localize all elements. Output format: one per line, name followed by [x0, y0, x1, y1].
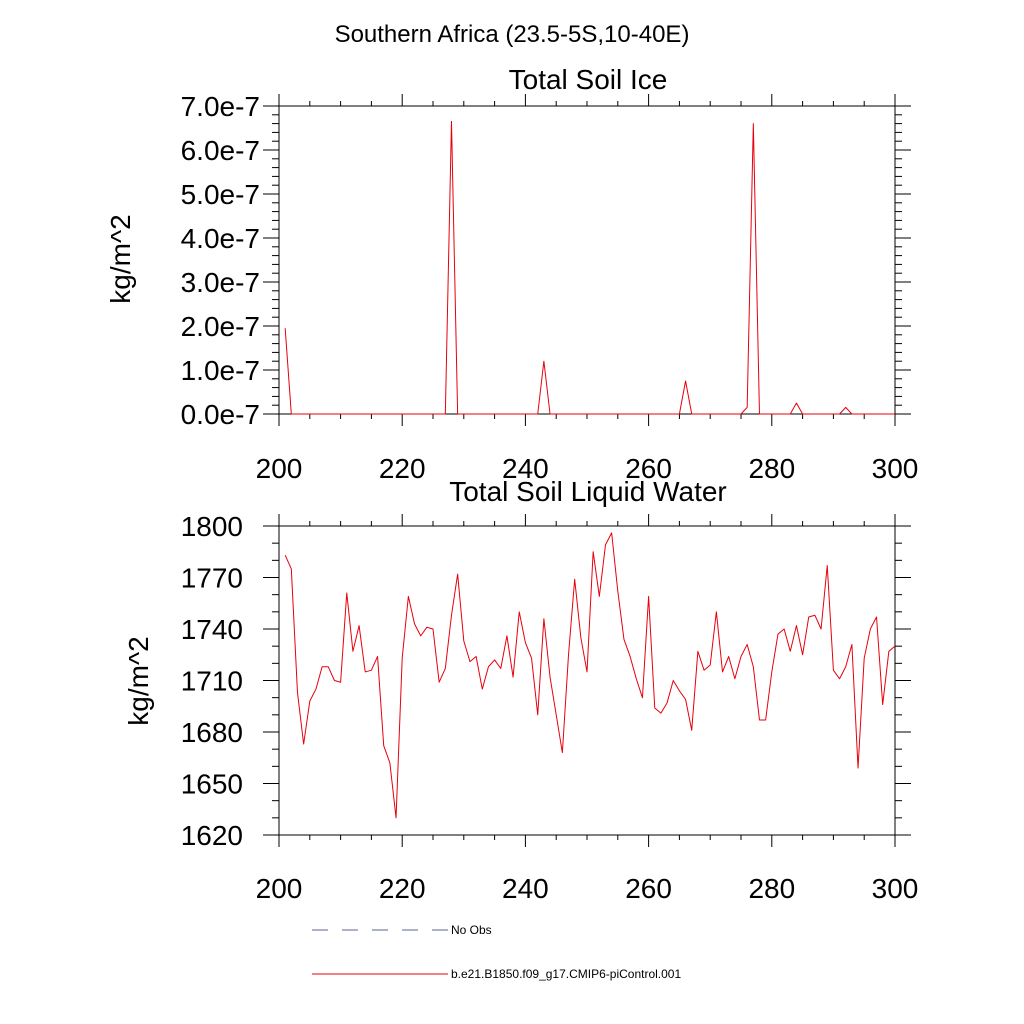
y-tick-label: 3.0e-7	[181, 267, 260, 298]
x-tick-label: 280	[748, 453, 795, 484]
x-tick-label: 300	[872, 873, 919, 904]
y-tick-label: 1620	[181, 820, 243, 851]
series-layer	[284, 532, 896, 819]
minor-ticks	[272, 521, 902, 840]
y-axis-label: kg/m^2	[123, 636, 154, 725]
x-tick-label: 200	[256, 873, 303, 904]
y-tick-label: 1800	[181, 511, 243, 542]
y-tick-label: 2.0e-7	[181, 311, 260, 342]
x-tick-label: 200	[256, 453, 303, 484]
x-tick-label: 260	[625, 453, 672, 484]
y-tick-label: 0.0e-7	[181, 399, 260, 430]
legend: No Obs b.e21.B1850.f09_g17.CMIP6-piContr…	[312, 923, 681, 981]
y-tick-label: 7.0e-7	[181, 91, 260, 122]
y-tick-label: 1650	[181, 769, 243, 800]
y-tick-label: 5.0e-7	[181, 179, 260, 210]
y-tick-label: 6.0e-7	[181, 135, 260, 166]
y-tick-label: 1680	[181, 717, 243, 748]
y-tick-label: 1.0e-7	[181, 355, 260, 386]
chart-title: Total Soil Ice	[509, 64, 668, 95]
x-tick-label: 240	[502, 873, 549, 904]
minor-ticks	[272, 101, 902, 419]
tick-labels: 200 220 240 260 280 300 0.0e-7 1.0e-7 2.0e-7 3.0e…	[181, 91, 919, 484]
legend-label-no-obs: No Obs	[451, 923, 492, 937]
y-tick-label: 1710	[181, 666, 243, 697]
x-tick-label: 220	[379, 453, 426, 484]
figure-title: Southern Africa (23.5-5S,10-40E)	[335, 21, 690, 48]
tick-labels: 200 220 240 260 280 300 1620 1650 1680 1710 1740 17…	[181, 511, 919, 904]
chart-title: Total Soil Liquid Water	[449, 476, 727, 507]
series-layer	[284, 120, 895, 415]
y-tick-label: 4.0e-7	[181, 223, 260, 254]
x-tick-label: 300	[872, 453, 919, 484]
y-tick-label: 1770	[181, 563, 243, 594]
x-tick-label: 240	[502, 453, 549, 484]
series-line	[284, 532, 896, 819]
plot-frame	[278, 525, 896, 836]
chart-panel-total-soil-liquid-water: Total Soil Liquid Water kg/m^2 200 220 240…	[123, 476, 918, 904]
major-ticks	[263, 514, 911, 847]
y-tick-label: 1740	[181, 614, 243, 645]
chart-panel-total-soil-ice: Total Soil Ice kg/m^2 200 220 240 260 280 300…	[105, 64, 918, 484]
y-axis-label: kg/m^2	[105, 214, 136, 303]
x-tick-label: 280	[748, 873, 795, 904]
plot-frame	[278, 105, 896, 415]
x-tick-label: 220	[379, 873, 426, 904]
series-line	[284, 120, 895, 415]
major-ticks	[263, 94, 911, 426]
legend-label-model: b.e21.B1850.f09_g17.CMIP6-piControl.001	[451, 967, 681, 981]
x-tick-label: 260	[625, 873, 672, 904]
